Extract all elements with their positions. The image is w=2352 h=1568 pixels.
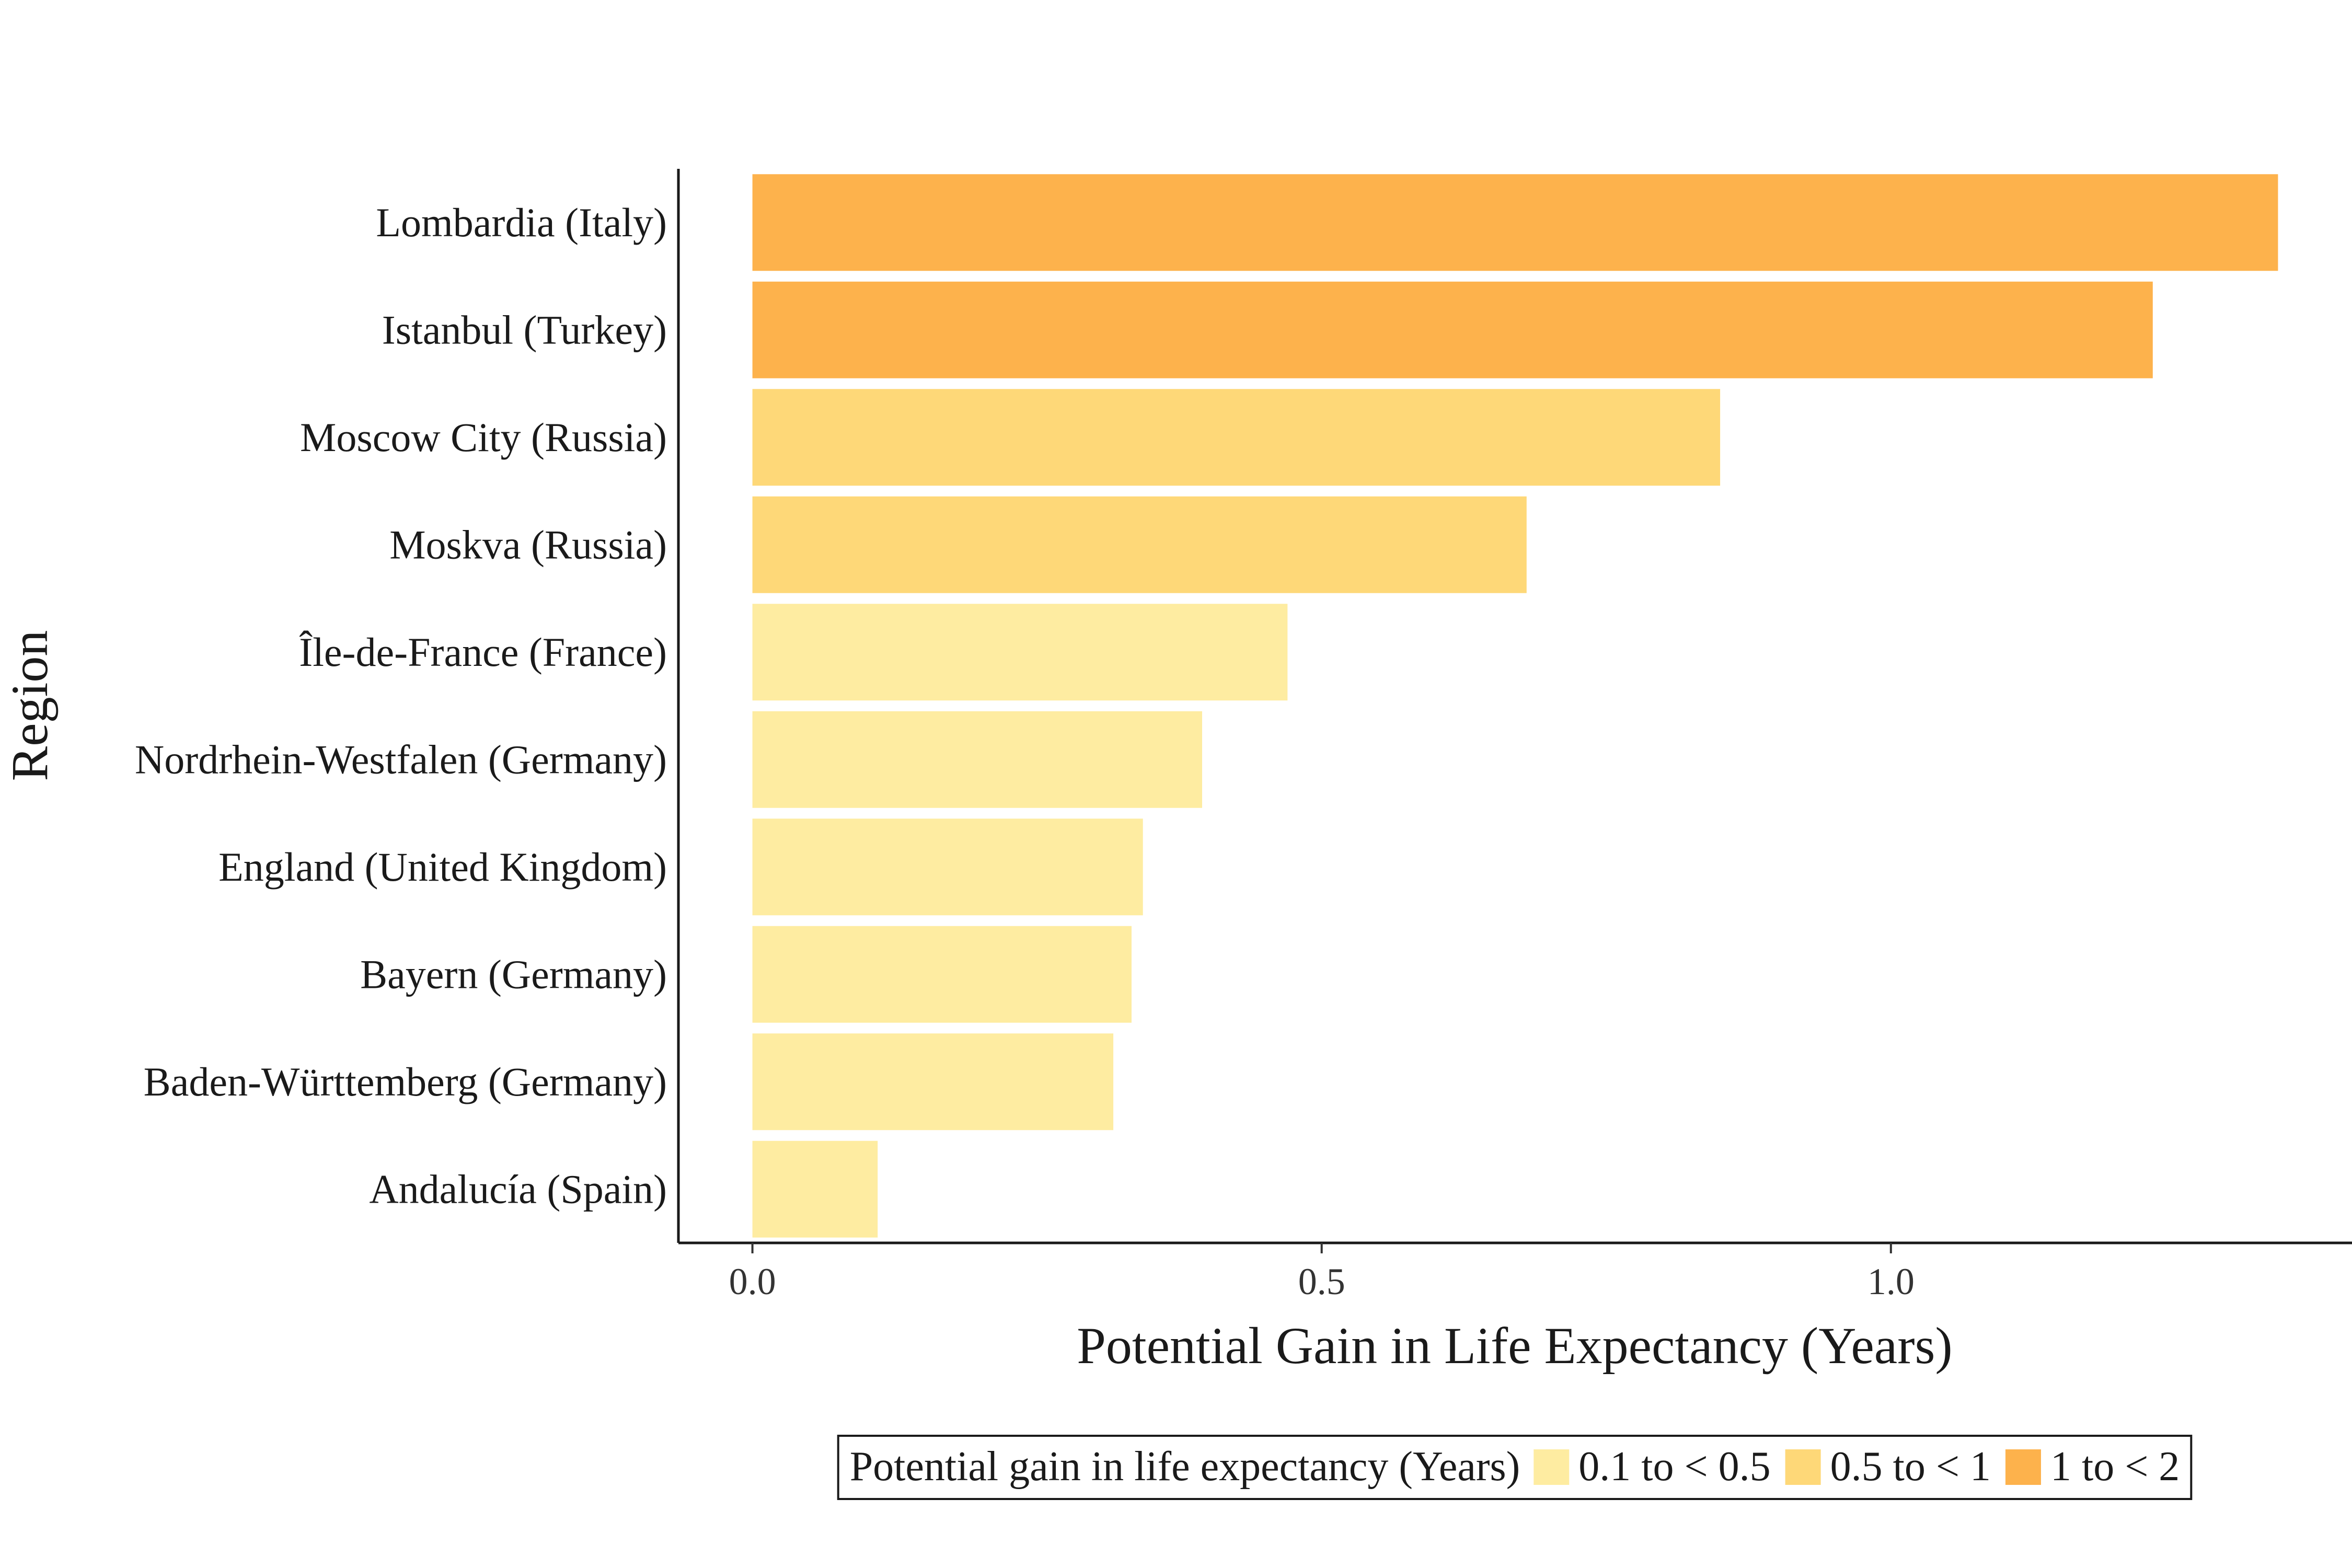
legend: Potential gain in life expectancy (Years… [837, 1435, 2193, 1500]
legend-label-1: 0.5 to < 1 [1830, 1444, 1991, 1490]
category-label: Baden-Württemberg (Germany) [144, 1059, 667, 1104]
x-tick-label: 0.0 [729, 1261, 776, 1302]
category-label: Moskva (Russia) [389, 522, 667, 567]
legend-title: Potential gain in life expectancy (Years… [850, 1444, 1520, 1490]
legend-box [837, 1435, 2193, 1500]
bar-7 [752, 926, 1132, 1023]
legend-key-1 [1785, 1449, 1821, 1485]
legend-label-0: 0.1 to < 0.5 [1578, 1444, 1770, 1490]
bar-0 [752, 174, 2278, 271]
category-label: Istanbul (Turkey) [382, 307, 667, 352]
bar-4 [752, 604, 1288, 701]
legend-key-2 [2005, 1449, 2041, 1485]
x-axis-title: Potential Gain in Life Expectancy (Years… [1077, 1317, 1952, 1375]
y-axis-title: Region [1, 630, 59, 781]
legend-key-0 [1534, 1449, 1570, 1485]
bars-group [752, 174, 2278, 1238]
bar-6 [752, 818, 1143, 916]
bar-5 [752, 711, 1202, 808]
bar-2 [752, 389, 1721, 486]
legend-entries: 0.1 to < 0.5 0.5 to < 1 1 to < 2 [1534, 1444, 2180, 1490]
category-label: Lombardia (Italy) [376, 200, 667, 245]
bar-8 [752, 1033, 1114, 1131]
category-labels: Lombardia (Italy) Istanbul (Turkey) Moscow… [135, 200, 667, 1212]
x-tick-label: 0.5 [1298, 1261, 1345, 1302]
category-label: Bayern (Germany) [360, 951, 667, 997]
category-label: Andalucía (Spain) [369, 1166, 667, 1212]
bar-3 [752, 496, 1527, 593]
bar-1 [752, 281, 2153, 378]
category-label: England (United Kingdom) [218, 844, 667, 890]
x-axis-ticks: 0.0 0.5 1.0 [729, 1243, 1915, 1302]
x-tick-label: 1.0 [1867, 1261, 1915, 1302]
category-label: Moscow City (Russia) [300, 414, 667, 460]
category-label: Nordrhein-Westfalen (Germany) [135, 736, 667, 782]
legend-label-2: 1 to < 2 [2050, 1444, 2180, 1490]
bar-9 [752, 1140, 878, 1238]
category-label: Île-de-France (France) [299, 629, 667, 675]
